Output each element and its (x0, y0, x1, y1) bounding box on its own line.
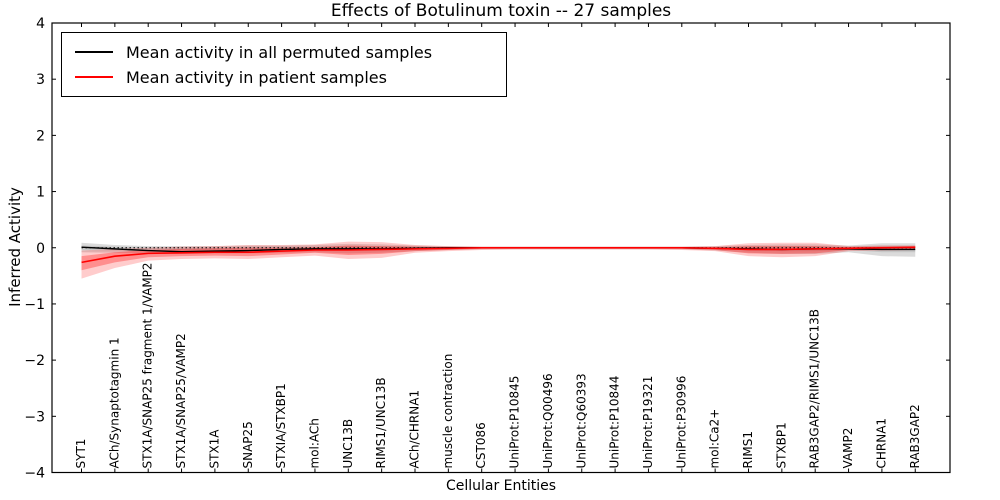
x-tick-label: ACh/CHRNA1 (408, 390, 422, 469)
y-tick-label: −1 (24, 297, 45, 313)
y-tick-label: −4 (24, 466, 45, 482)
x-tick-label: RIMS1/UNC13B (374, 377, 388, 468)
legend-line-sample-patient (75, 76, 113, 78)
y-tick-label: 1 (36, 185, 45, 201)
x-tick-label: SNAP25 (241, 421, 255, 468)
band-patient-samples-range-inner (81, 245, 916, 271)
y-axis-label: Inferred Activity (6, 187, 24, 307)
x-tick-label: muscle contraction (441, 354, 455, 469)
x-tick-label: STX1A (207, 429, 221, 469)
x-tick-label: STX1A/SNAP25 fragment 1/VAMP2 (141, 262, 155, 468)
x-tick-label: VAMP2 (841, 428, 855, 469)
x-tick-label: RAB3GAP2 (908, 404, 922, 468)
x-tick-label: RAB3GAP2/RIMS1/UNC13B (808, 309, 822, 469)
x-tick-label: UniProt:P10845 (508, 376, 522, 469)
y-tick-label: 2 (36, 128, 45, 144)
y-tick-label: −2 (24, 353, 45, 369)
x-tick-label: UNC13B (341, 419, 355, 469)
x-tick-label: STXIA/STXBP1 (274, 383, 288, 468)
band-permuted-samples-range-outer (81, 242, 916, 257)
y-tick-label: 0 (36, 241, 45, 257)
y-tick-label: 4 (36, 16, 45, 32)
band-permuted-samples-range-inner (81, 245, 916, 253)
series-line-patient (81, 246, 916, 264)
x-tick-label: UniProt:P10844 (608, 376, 622, 469)
x-tick-label: mol:Ca2+ (708, 409, 722, 469)
x-tick-label: SYT1 (74, 439, 88, 469)
legend: Mean activity in all permuted samples Me… (61, 32, 507, 97)
x-tick-label: UniProt:P30996 (674, 376, 688, 469)
legend-label-patient: Mean activity in patient samples (126, 67, 387, 87)
y-tick-label: 3 (36, 72, 45, 88)
legend-item-permuted: Mean activity in all permuted samples (75, 43, 506, 62)
x-tick-label: CHRNA1 (874, 418, 888, 469)
x-axis-label: Cellular Entities (445, 478, 557, 494)
x-tick-label: ACh/Synaptotagmin 1 (107, 337, 121, 468)
x-tick-label: UniProt:Q60393 (574, 373, 588, 468)
legend-item-patient: Mean activity in patient samples (75, 68, 506, 87)
chart-title: Effects of Botulinum toxin -- 27 samples (330, 1, 672, 21)
x-tick-label: STX1A/SNAP25/VAMP2 (174, 333, 188, 468)
x-tick-label: UniProt:P19321 (641, 376, 655, 469)
legend-label-permuted: Mean activity in all permuted samples (126, 42, 433, 62)
y-tick-label: −3 (24, 409, 45, 425)
x-tick-label: STXBP1 (774, 422, 788, 468)
x-tick-label: UniProt:Q00496 (541, 373, 555, 468)
x-tick-label: CST086 (474, 422, 488, 468)
x-tick-label: mol:ACh (307, 418, 321, 468)
x-tick-label: RIMS1 (741, 431, 755, 468)
legend-line-sample-permuted (75, 51, 113, 53)
